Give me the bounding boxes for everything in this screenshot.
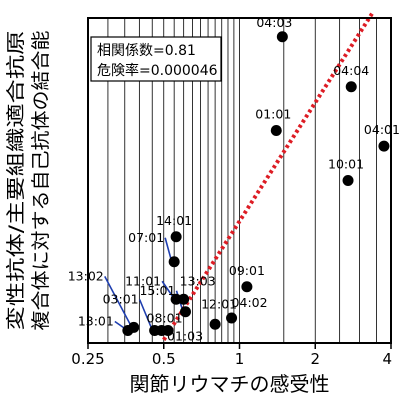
leader-03-01 [138, 299, 153, 329]
stats-box-frame [90, 36, 222, 82]
leader-07-01 [164, 237, 172, 260]
point-14-01 [170, 231, 182, 243]
x-tick-label-4: 4 [382, 350, 392, 368]
point-label-01-03: 01:03 [167, 329, 203, 344]
point-13-03 [178, 293, 190, 305]
point-label-13-01: 13:01 [78, 314, 114, 329]
x-axis-ticks: 0.25 0.5 1 2 4 [71, 343, 392, 368]
point-04-04 [345, 81, 357, 93]
point-label-04-04: 04:04 [333, 63, 369, 78]
point-label-15-01: 15:01 [139, 283, 175, 298]
point-15-01 [179, 306, 191, 318]
point-label-10-01: 10:01 [328, 157, 364, 172]
point-label-04-01: 04:01 [364, 122, 400, 137]
point-04-02 [226, 312, 238, 324]
x-tick-label-3: 2 [310, 350, 320, 368]
leader-13-01 [114, 320, 126, 330]
point-13-01 [122, 325, 134, 336]
point-label-04-02: 04:02 [232, 295, 268, 310]
point-01-03 [162, 325, 174, 336]
point-label-03-01: 03:01 [103, 292, 139, 307]
trendline-layer [162, 10, 375, 341]
y-axis-title-line-2: 複合体に対する自己抗体の結合能 [30, 31, 52, 331]
point-label-07-01: 07:01 [128, 230, 164, 245]
point-label-14-01: 14:01 [156, 213, 192, 228]
point-label-09-01: 09:01 [229, 263, 265, 278]
x-tick-label-0: 0.25 [71, 350, 104, 368]
x-tick-label-1: 0.5 [152, 350, 176, 368]
x-tick-label-2: 1 [235, 350, 245, 368]
trendline [162, 10, 375, 341]
point-04-03 [276, 31, 288, 43]
point-11-01 [170, 293, 182, 305]
leader-13-02 [104, 276, 132, 326]
y-axis-title: 変性抗体/主要組織適合抗原 複合体に対する自己抗体の結合能 [5, 31, 52, 331]
stats-box: 相関係数=0.81 危険率=0.000046 [90, 36, 222, 82]
point-label-13-03: 13:03 [180, 273, 216, 288]
point-10-01 [342, 175, 354, 186]
point-01-01 [270, 125, 282, 136]
point-label-13-02: 13:02 [68, 268, 104, 283]
p-value-text: 危険率=0.000046 [97, 62, 218, 79]
x-axis-title: 関節リウマチの感受性 [130, 372, 330, 396]
point-12-01 [209, 318, 221, 330]
point-label-08-01: 08:01 [147, 311, 183, 326]
point-07-01 [168, 256, 180, 268]
point-04-01 [378, 140, 390, 152]
point-09-01 [241, 281, 253, 293]
point-labels: 04:0304:0404:0101:0110:0114:0107:0109:01… [68, 15, 400, 344]
y-axis-title-line-1: 変性抗体/主要組織適合抗原 [5, 31, 27, 331]
leader-11-01 [161, 280, 174, 298]
point-label-12-01: 12:01 [201, 296, 237, 311]
point-label-11-01: 11:01 [125, 273, 161, 288]
point-label-01-01: 01:01 [255, 107, 291, 122]
data-points [122, 31, 390, 336]
correlation-text: 相関係数=0.81 [97, 43, 196, 59]
